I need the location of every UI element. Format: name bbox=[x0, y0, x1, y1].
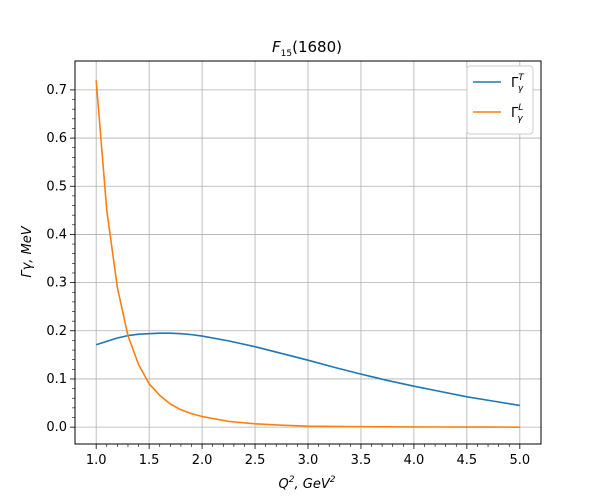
x-tick-label: 1.0 bbox=[86, 453, 107, 468]
x-tick-label: 4.0 bbox=[404, 453, 425, 468]
x-tick-label: 4.5 bbox=[457, 453, 478, 468]
series-line-longitudinal bbox=[95, 80, 520, 428]
y-tick-label: 0.4 bbox=[46, 227, 67, 242]
x-tick-label: 3.0 bbox=[298, 453, 319, 468]
x-tick-label: 3.5 bbox=[351, 453, 372, 468]
legend-box bbox=[466, 65, 534, 135]
y-tick-label: 0.1 bbox=[46, 372, 67, 387]
x-axis-label: Q2, GeV2 bbox=[279, 475, 336, 492]
y-tick-label: 0.6 bbox=[46, 131, 67, 146]
x-tick-label: 5.0 bbox=[509, 453, 530, 468]
x-tick-label: 1.5 bbox=[139, 453, 160, 468]
legend: ΓT γ ΓL γ bbox=[466, 65, 534, 135]
y-axis-label: Γγ, MeV bbox=[20, 225, 35, 277]
chart-title: F15(1680) bbox=[272, 38, 342, 59]
x-tick-label: 2.0 bbox=[192, 453, 213, 468]
legend-label: ΓL γ bbox=[511, 103, 523, 124]
y-tick-label: 0.7 bbox=[46, 83, 67, 98]
y-tick-label: 0.3 bbox=[46, 276, 67, 291]
legend-label: ΓT γ bbox=[511, 73, 525, 94]
plot-series bbox=[95, 80, 520, 428]
series-line-transverse bbox=[95, 332, 520, 407]
y-tick-label: 0.2 bbox=[46, 324, 67, 339]
x-tick-label: 2.5 bbox=[245, 453, 266, 468]
y-tick-label: 0.5 bbox=[46, 179, 67, 194]
y-tick-label: 0.0 bbox=[46, 420, 67, 435]
axis-ticks: 1.0 1.5 2.0 2.5 3.0 3.5 4.0 4.5 5.0 0.0 0.1 0.2 0.3 0… bbox=[46, 83, 530, 468]
